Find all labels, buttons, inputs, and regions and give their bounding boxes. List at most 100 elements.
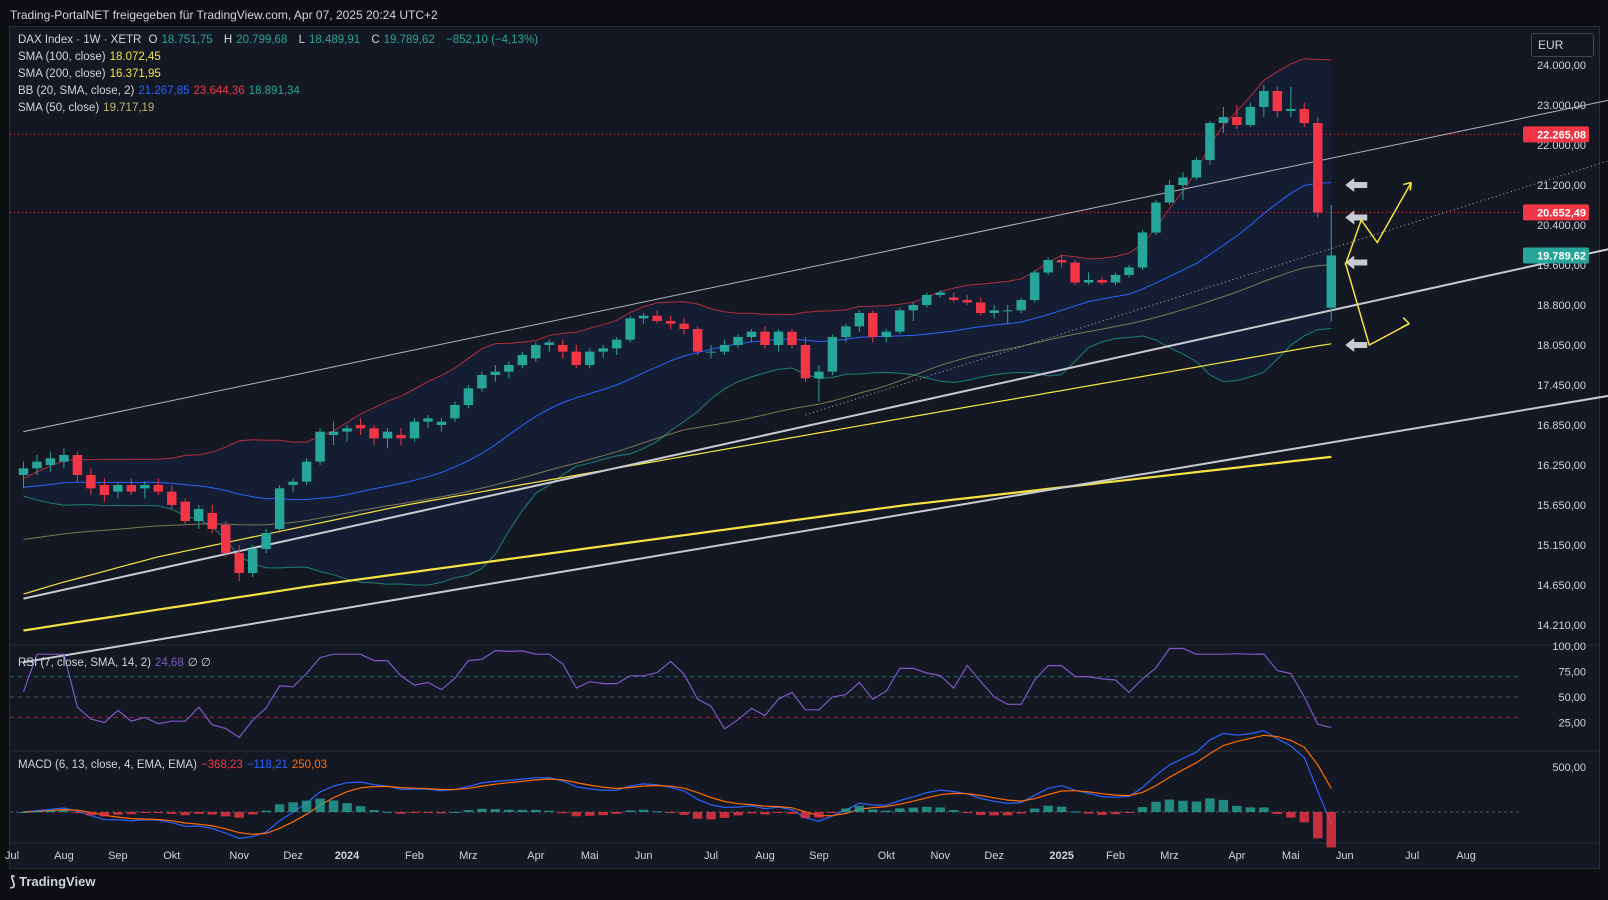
price-tick-label: 16.250,00: [1537, 460, 1586, 472]
macd-hist-bar: [719, 812, 730, 818]
legend-sma50[interactable]: SMA (50, close) 19.717,19: [18, 102, 155, 114]
macd-hist-bar: [220, 812, 231, 817]
macd-hist-bar: [301, 800, 312, 812]
time-tick-label: Mai: [581, 850, 599, 862]
macd-hist-bar: [1245, 807, 1256, 812]
price-tick-label: 17.450,00: [1537, 380, 1586, 392]
macd-hist-bar: [369, 810, 379, 812]
candle-body: [571, 351, 581, 365]
time-tick-label: Mai: [1282, 850, 1300, 862]
candle-body: [922, 295, 932, 305]
macd-hist-bar: [908, 807, 919, 812]
macd-hist-bar: [1029, 808, 1040, 812]
candle-body: [126, 485, 137, 492]
candle-body: [99, 485, 110, 495]
candle-body: [1245, 107, 1256, 125]
channel-line-upper: [23, 99, 1608, 433]
price-badge-label: 20.652,49: [1537, 207, 1586, 219]
candle-body: [585, 351, 595, 365]
macd-hist-bar: [288, 802, 298, 812]
candle-body: [733, 337, 743, 345]
candle-body: [180, 501, 190, 521]
tv-icon: ⟆: [10, 873, 16, 889]
legend-bb[interactable]: BB (20, SMA, close, 2) 21.267,85 23.644,36…: [18, 85, 300, 97]
pointer-arrow: [1345, 178, 1368, 192]
macd-hist-bar: [625, 810, 635, 812]
price-badge: [1523, 247, 1589, 264]
candle-body: [949, 297, 959, 300]
rsi-tick-label: 50,00: [1558, 692, 1586, 704]
candle-body: [1137, 232, 1148, 268]
time-tick-label: Feb: [405, 850, 424, 862]
macd-hist-bar: [571, 812, 581, 817]
candle-body: [194, 509, 204, 521]
candle-body: [1178, 177, 1188, 185]
macd-hist-bar: [1070, 811, 1080, 813]
legend-sma200[interactable]: SMA (200, close) 16.371,95: [18, 68, 161, 80]
scenario-arrow-down: [1344, 262, 1410, 347]
macd-hist-bar: [1124, 812, 1134, 813]
currency-selector[interactable]: EUR: [1531, 33, 1594, 57]
macd-hist-bar: [881, 810, 892, 812]
macd-hist-bar: [1259, 807, 1269, 812]
candle-body: [692, 329, 703, 352]
macd-hist-bar: [841, 808, 851, 812]
candle-body: [841, 326, 851, 337]
candle-body: [490, 371, 501, 375]
time-tick-label: Dez: [984, 850, 1004, 862]
candle-body: [706, 351, 716, 353]
macd-hist-bar: [1110, 812, 1121, 815]
candle-body: [153, 485, 164, 492]
macd-hist-bar: [1016, 812, 1026, 814]
legend-sma100[interactable]: SMA (100, close) 18.072,45: [18, 51, 161, 63]
macd-hist-bar: [787, 812, 797, 814]
low-value: 18.489,91: [308, 34, 361, 46]
candle-body: [261, 533, 271, 549]
rsi-tick-label: 25,00: [1558, 718, 1586, 730]
macd-hist-bar: [679, 812, 689, 815]
candle-body: [895, 310, 905, 332]
macd-hist-bar: [315, 798, 325, 812]
chart-frame[interactable]: [9, 26, 1600, 869]
candle-body: [342, 428, 352, 432]
time-tick-label: Aug: [1456, 850, 1476, 862]
scenario-arrowhead: [1403, 181, 1412, 191]
candle-body: [220, 525, 231, 553]
candle-body: [652, 315, 662, 321]
candle-body: [382, 431, 393, 439]
candle-body: [1326, 255, 1336, 308]
macd-hist-bar: [207, 812, 217, 815]
candle-body: [827, 337, 838, 372]
macd-hist-bar: [922, 806, 932, 812]
macd-hist-bar: [733, 812, 743, 816]
symbol-label[interactable]: DAX Index · 1W · XETR: [18, 34, 142, 46]
legend-rsi[interactable]: RSI (7, close, SMA, 14, 2) 24,68 ∅ ∅: [18, 657, 211, 669]
macd-hist-bar: [652, 811, 662, 813]
candle-body: [814, 371, 824, 379]
candle-body: [369, 428, 379, 439]
legend-macd[interactable]: MACD (6, 13, close, 4, EMA, EMA) −368,23−…: [18, 759, 328, 771]
time-tick-label: Jul: [1405, 850, 1419, 862]
macd-hist-bar: [1151, 801, 1161, 812]
macd-hist-bar: [1326, 812, 1336, 848]
macd-hist-bar: [18, 812, 29, 813]
macd-hist-bar: [423, 812, 433, 813]
sma200-line: [23, 455, 1332, 632]
macd-hist-bar: [706, 812, 716, 820]
time-tick-label: Jul: [5, 850, 19, 862]
price-tick-label: 16.850,00: [1537, 420, 1586, 432]
time-tick-label: Mrz: [459, 850, 477, 862]
macd-hist-bar: [935, 807, 945, 812]
candle-body: [1110, 275, 1121, 283]
macd-hist-bar: [760, 812, 770, 815]
candle-body: [935, 292, 945, 295]
macd-hist-bar: [638, 809, 649, 812]
candle-body: [908, 305, 919, 311]
time-tick-label: Mrz: [1160, 850, 1178, 862]
macd-hist-bar: [531, 809, 541, 812]
rsi-line: [22, 647, 1332, 739]
macd-signal-line: [23, 734, 1332, 835]
macd-hist-bar: [895, 808, 905, 812]
macd-hist-bar: [342, 803, 352, 812]
